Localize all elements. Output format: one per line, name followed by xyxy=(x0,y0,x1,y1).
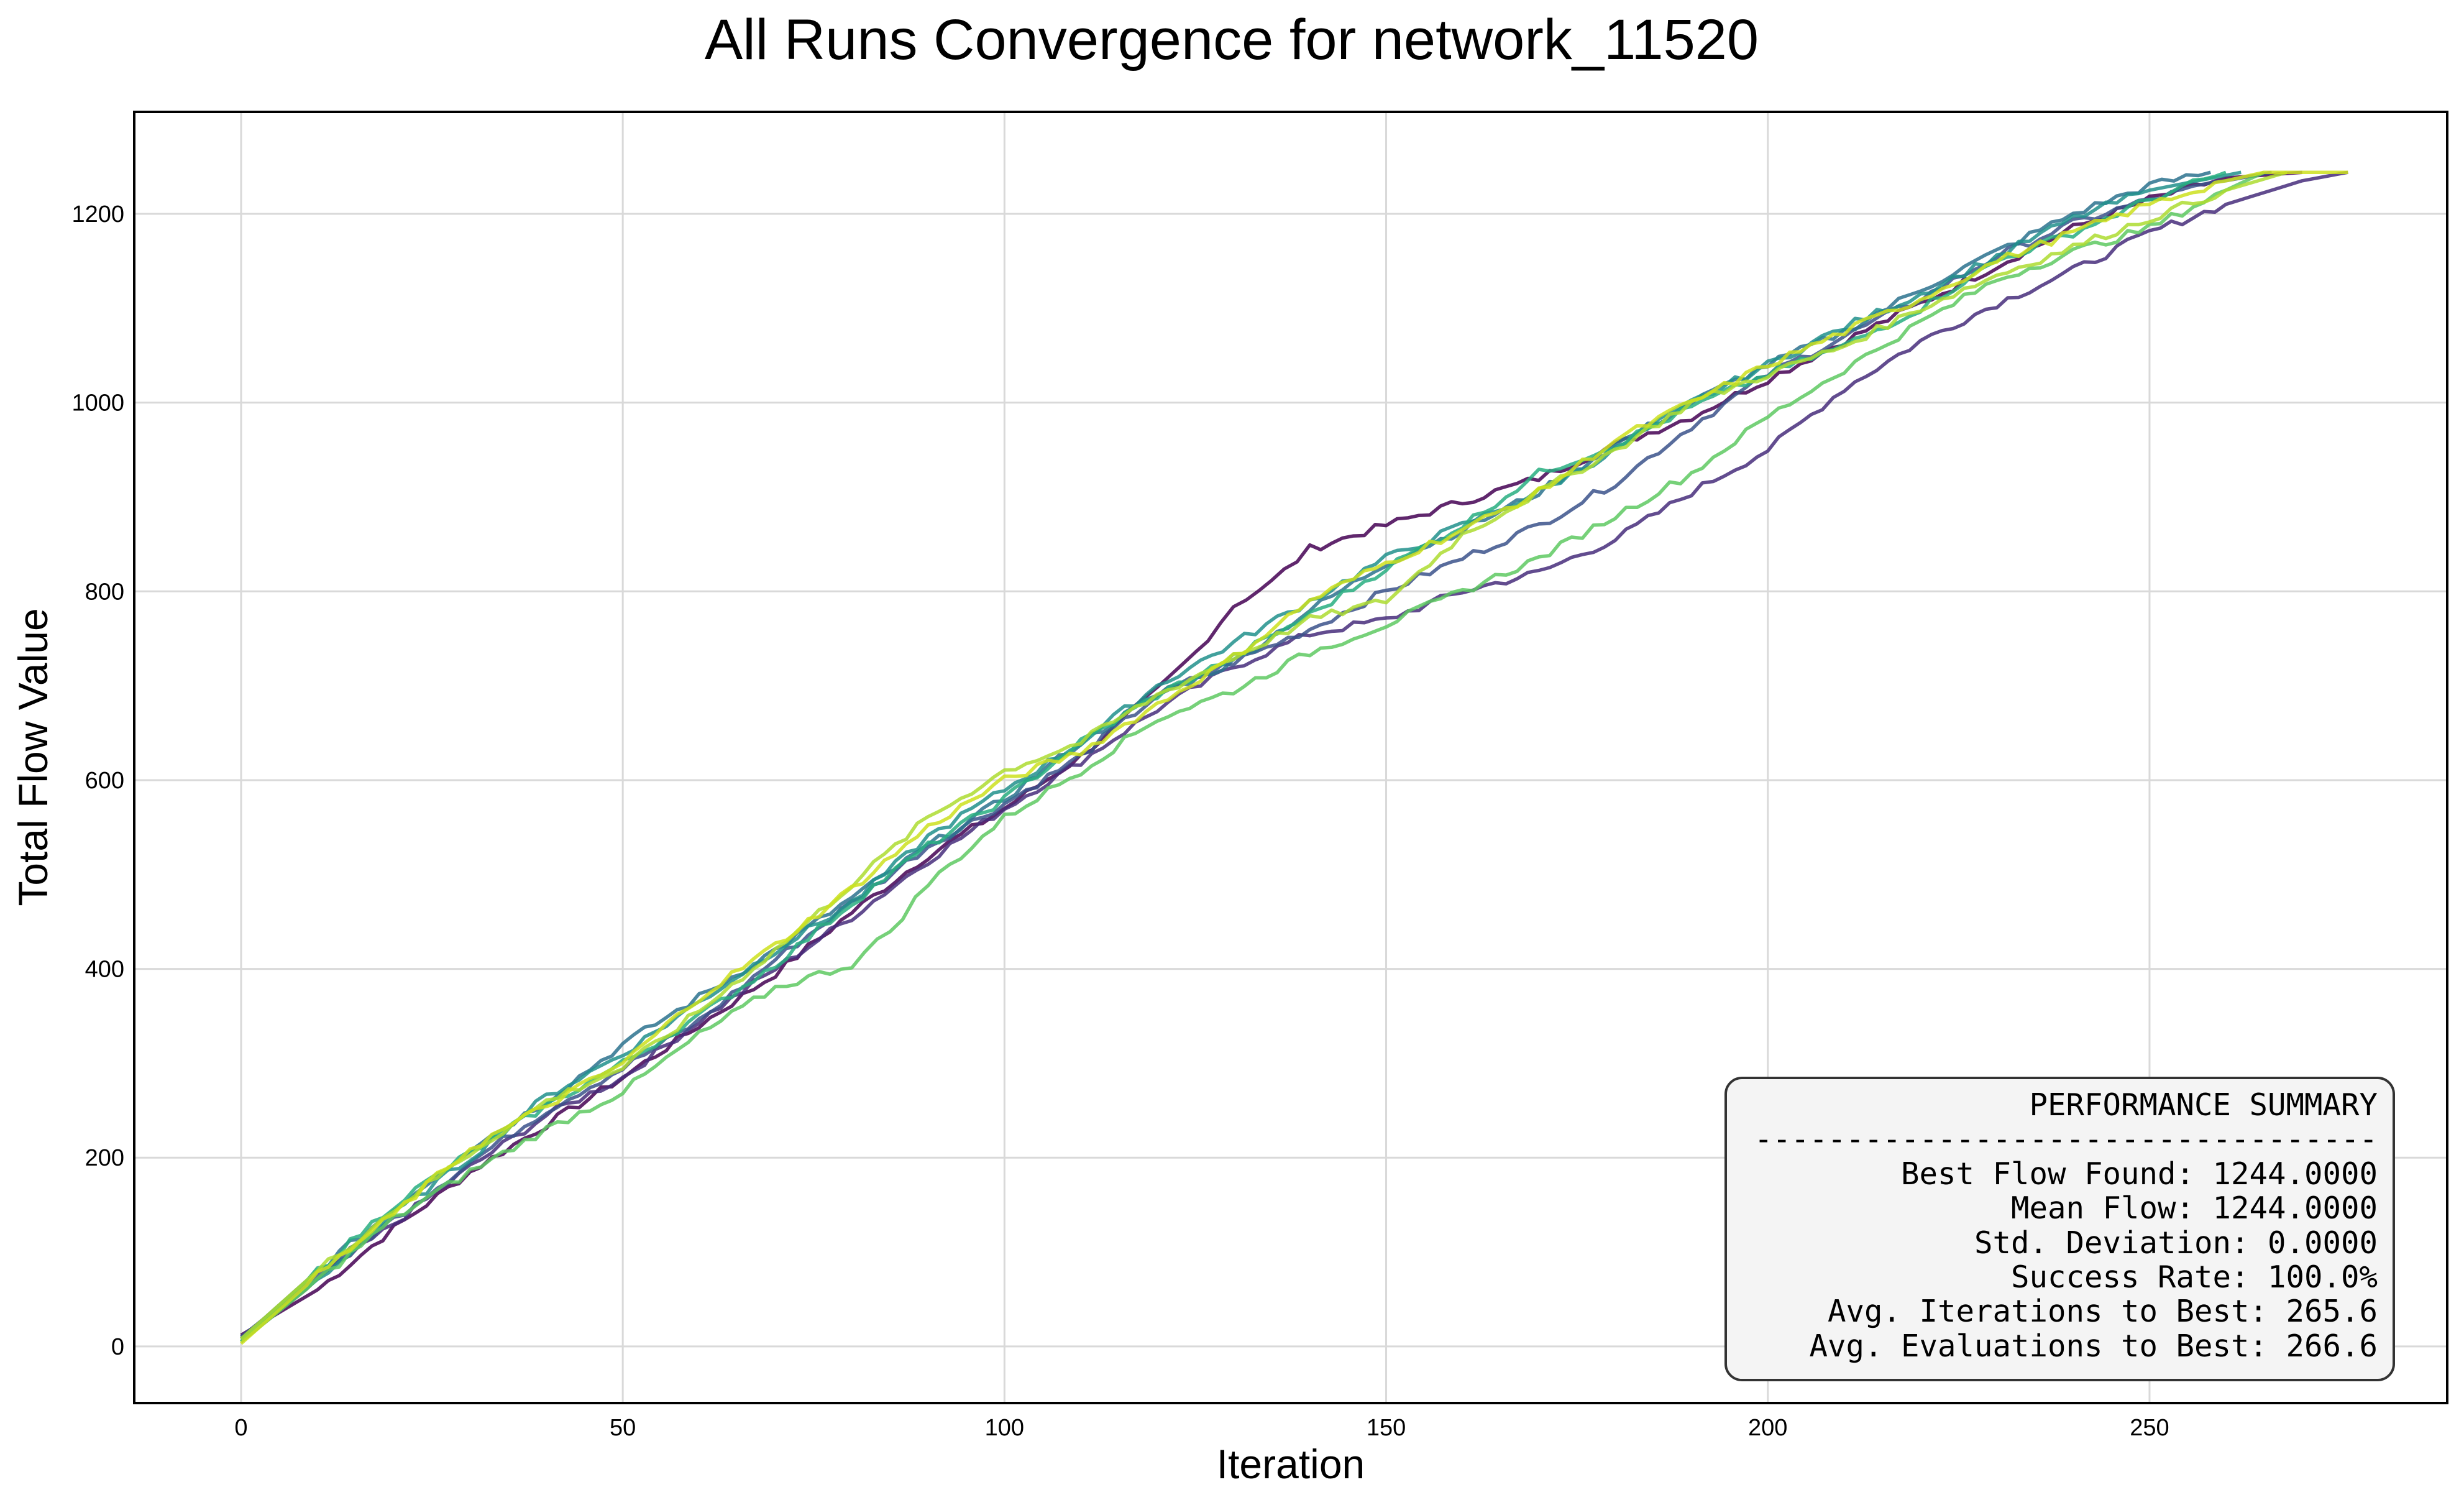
summary-avg-evaluations: Avg. Evaluations to Best: 266.6 xyxy=(1809,1328,2378,1364)
series-line-run-8 xyxy=(240,170,2288,1340)
x-tick-label: 250 xyxy=(2130,1415,2169,1441)
series-line-run-9 xyxy=(240,170,2348,1345)
x-tick-label: 150 xyxy=(1367,1415,1406,1441)
summary-success-rate: Success Rate: 100.0% xyxy=(2011,1259,2378,1295)
y-tick-label: 400 xyxy=(85,957,124,983)
x-tick-label: 0 xyxy=(234,1415,247,1441)
summary-separator: ---------------------------------- xyxy=(1754,1121,2378,1157)
x-axis-ticks: 0 50 100 150 200 250 xyxy=(234,1415,2169,1441)
summary-best-flow: Best Flow Found: 1244.0000 xyxy=(1901,1156,2378,1192)
x-axis-label: Iteration xyxy=(1217,1441,1365,1487)
y-tick-label: 800 xyxy=(85,579,124,605)
grid-lines xyxy=(134,112,2447,1403)
x-tick-label: 50 xyxy=(610,1415,636,1441)
summary-mean-flow: Mean Flow: 1244.0000 xyxy=(2011,1190,2378,1226)
chart-title: All Runs Convergence for network_11520 xyxy=(705,8,1759,71)
y-tick-label: 600 xyxy=(85,768,124,794)
y-tick-label: 0 xyxy=(111,1334,124,1360)
summary-std-deviation: Std. Deviation: 0.0000 xyxy=(1974,1225,2378,1261)
summary-heading: PERFORMANCE SUMMARY xyxy=(2029,1087,2378,1123)
x-tick-label: 100 xyxy=(985,1415,1024,1441)
summary-background xyxy=(1724,1077,2395,1381)
y-axis-label: Total Flow Value xyxy=(10,608,56,906)
plot-area-frame xyxy=(133,111,2448,1404)
performance-summary-box: PERFORMANCE SUMMARY --------------------… xyxy=(1724,1077,2395,1381)
y-tick-label: 200 xyxy=(85,1145,124,1171)
y-tick-label: 1200 xyxy=(71,201,124,228)
summary-avg-iterations: Avg. Iterations to Best: 265.6 xyxy=(1828,1294,2378,1329)
series-lines xyxy=(240,170,2348,1345)
series-line-run-7 xyxy=(240,170,2265,1343)
x-tick-label: 200 xyxy=(1748,1415,1787,1441)
series-line-run-5 xyxy=(240,170,2242,1340)
y-tick-label: 1000 xyxy=(71,390,124,417)
y-axis-ticks: 0 200 400 600 800 1000 1200 xyxy=(71,201,124,1360)
